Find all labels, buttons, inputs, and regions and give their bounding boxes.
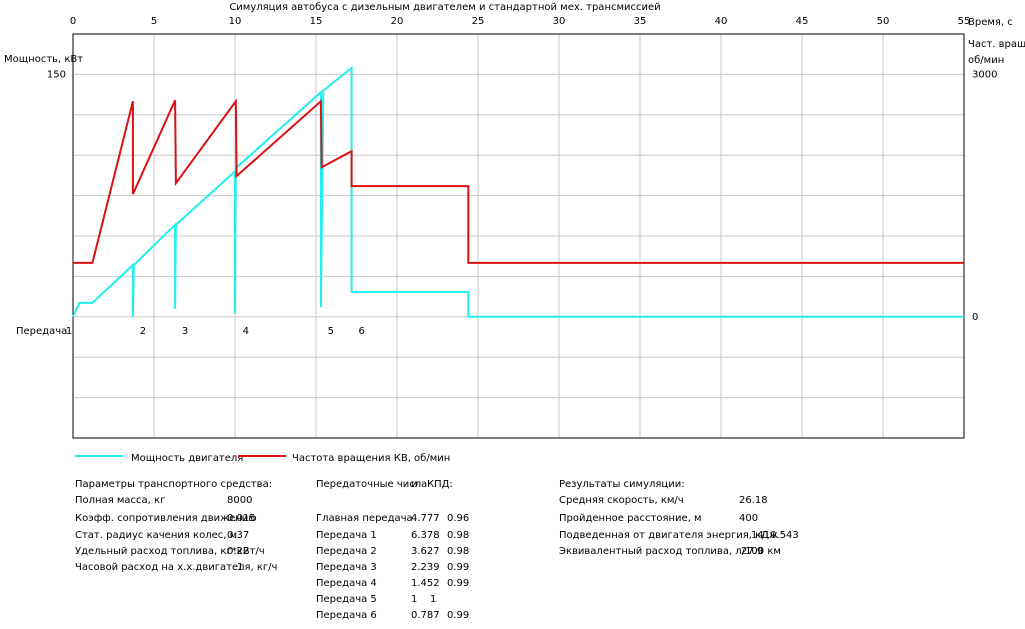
transmission-value: 0.787 [411, 610, 440, 621]
transmission-name: Передача 2 [316, 546, 377, 557]
x-tick-label: 30 [553, 16, 566, 27]
param-name: Коэфф. сопротивления движению [75, 513, 257, 524]
legend-label: Мощность двигателя [131, 453, 243, 464]
y2-axis-label: Част. вращ., [968, 39, 1025, 50]
gear-axis-label: Передача [16, 326, 67, 337]
transmission-value: 0.99 [447, 578, 469, 589]
transmission-value: 4.777 [411, 513, 440, 524]
result-value: 26.18 [739, 495, 768, 506]
transmission-header: КПД: [427, 479, 453, 490]
series-line [72, 65, 964, 318]
param-value: 0.37 [227, 530, 249, 541]
transmission-value: 2.239 [411, 562, 440, 573]
gear-label: 2 [140, 326, 146, 337]
results-title: Результаты симуляции: [559, 479, 685, 490]
x-tick-label: 25 [472, 16, 485, 27]
y-axis-label: Мощность, кВт [4, 54, 83, 65]
x-axis-label: Время, с [968, 17, 1013, 28]
transmission-value: 3.627 [411, 546, 440, 557]
transmission-value: 6.378 [411, 530, 440, 541]
param-name: Часовой расход на х.х.двигателя, кг/ч [75, 562, 277, 573]
transmission-value: 1 [430, 594, 436, 605]
transmission-name: Передача 5 [316, 594, 377, 605]
result-name: Подведенная от двигателя энергия, кДж [559, 530, 778, 541]
param-name: Стат. радиус качения колес, м [75, 530, 237, 541]
x-tick-label: 40 [715, 16, 728, 27]
transmission-value: 1.452 [411, 578, 440, 589]
result-name: Средняя скорость, км/ч [559, 495, 684, 506]
result-name: Пройденное расстояние, м [559, 513, 702, 524]
transmission-value: 0.99 [447, 610, 469, 621]
param-value: 8000 [227, 495, 252, 506]
transmission-name: Передача 4 [316, 578, 377, 589]
result-value: 27.9 [741, 546, 763, 557]
transmission-value: 0.98 [447, 530, 469, 541]
y-tick-label: 150 [47, 69, 66, 80]
param-value: 0.22 [227, 546, 249, 557]
transmission-name: Передача 3 [316, 562, 377, 573]
param-name: Полная масса, кг [75, 495, 165, 506]
result-value: 1410.543 [751, 530, 799, 541]
x-tick-label: 15 [310, 16, 323, 27]
x-tick-label: 35 [634, 16, 647, 27]
y2-tick-label: 0 [972, 312, 978, 323]
y2-axis-label: об/мин [968, 55, 1004, 66]
gear-label: 6 [358, 326, 364, 337]
gear-label: 3 [182, 326, 188, 337]
transmission-value: 0.99 [447, 562, 469, 573]
transmission-value: 0.96 [447, 513, 469, 524]
series-line [73, 98, 964, 264]
result-value: 400 [739, 513, 758, 524]
x-tick-label: 50 [877, 16, 890, 27]
gear-label: 1 [66, 326, 72, 337]
transmission-name: Главная передача [316, 513, 413, 524]
transmission-name: Передача 1 [316, 530, 377, 541]
result-name: Эквивалентный расход топлива, л/100 км [559, 546, 781, 557]
x-tick-label: 55 [958, 16, 971, 27]
transmission-header: Передаточные числа [316, 479, 427, 490]
params-title: Параметры транспортного средства: [75, 479, 272, 490]
x-tick-label: 0 [70, 16, 76, 27]
legend-label: Частота вращения КВ, об/мин [292, 453, 450, 464]
param-value: 0.015 [227, 513, 256, 524]
transmission-name: Передача 6 [316, 610, 377, 621]
transmission-value: 0.98 [447, 546, 469, 557]
x-tick-label: 45 [796, 16, 809, 27]
transmission-value: 1 [411, 594, 417, 605]
param-value: 1 [237, 562, 243, 573]
gear-label: 5 [328, 326, 334, 337]
chart-title: Симуляция автобуса с дизельным двигателе… [229, 2, 660, 13]
param-name: Удельный расход топлива, кг*кВт/ч [75, 546, 265, 557]
gear-label: 4 [243, 326, 249, 337]
plot-frame [72, 33, 965, 439]
x-tick-label: 10 [229, 16, 242, 27]
transmission-header: и [411, 479, 418, 490]
y2-tick-label: 3000 [972, 69, 997, 80]
x-tick-label: 20 [391, 16, 404, 27]
x-tick-label: 5 [151, 16, 157, 27]
